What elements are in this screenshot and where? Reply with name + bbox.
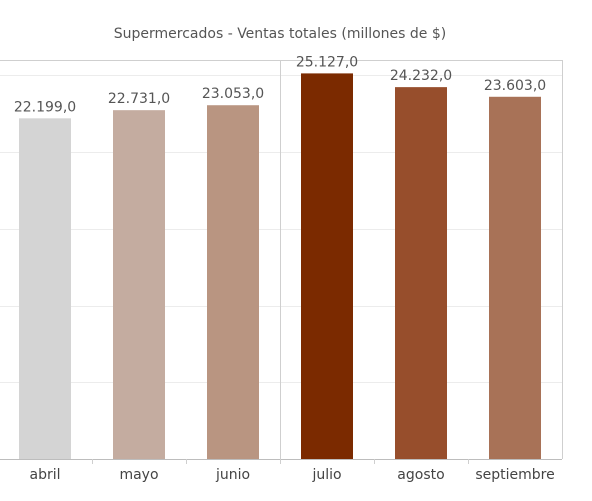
x-tick-label-junio: junio	[215, 467, 250, 483]
x-tick-label-septiembre: septiembre	[475, 467, 554, 483]
x-tick-label-abril: abril	[29, 467, 60, 483]
bar-value-label-mayo: 22.731,0	[108, 91, 170, 107]
x-tick-label-julio: julio	[311, 467, 341, 483]
bar-julio	[301, 73, 353, 460]
bar-septiembre	[489, 96, 541, 459]
bar-value-label-junio: 23.053,0	[202, 86, 264, 102]
bar-value-label-julio: 25.127,0	[296, 54, 358, 70]
bar-value-label-agosto: 24.232,0	[390, 68, 452, 84]
bar-mayo	[113, 110, 165, 460]
bar-abril	[19, 118, 71, 459]
bar-value-label-septiembre: 23.603,0	[484, 78, 546, 94]
bar-value-label-abril: 22.199,0	[14, 99, 76, 115]
x-tick-label-mayo: mayo	[119, 467, 158, 483]
bar-agosto	[395, 87, 447, 459]
x-tick-label-agosto: agosto	[397, 467, 444, 483]
bar-junio	[207, 105, 259, 460]
chart-title: Supermercados - Ventas totales (millones…	[113, 26, 447, 42]
